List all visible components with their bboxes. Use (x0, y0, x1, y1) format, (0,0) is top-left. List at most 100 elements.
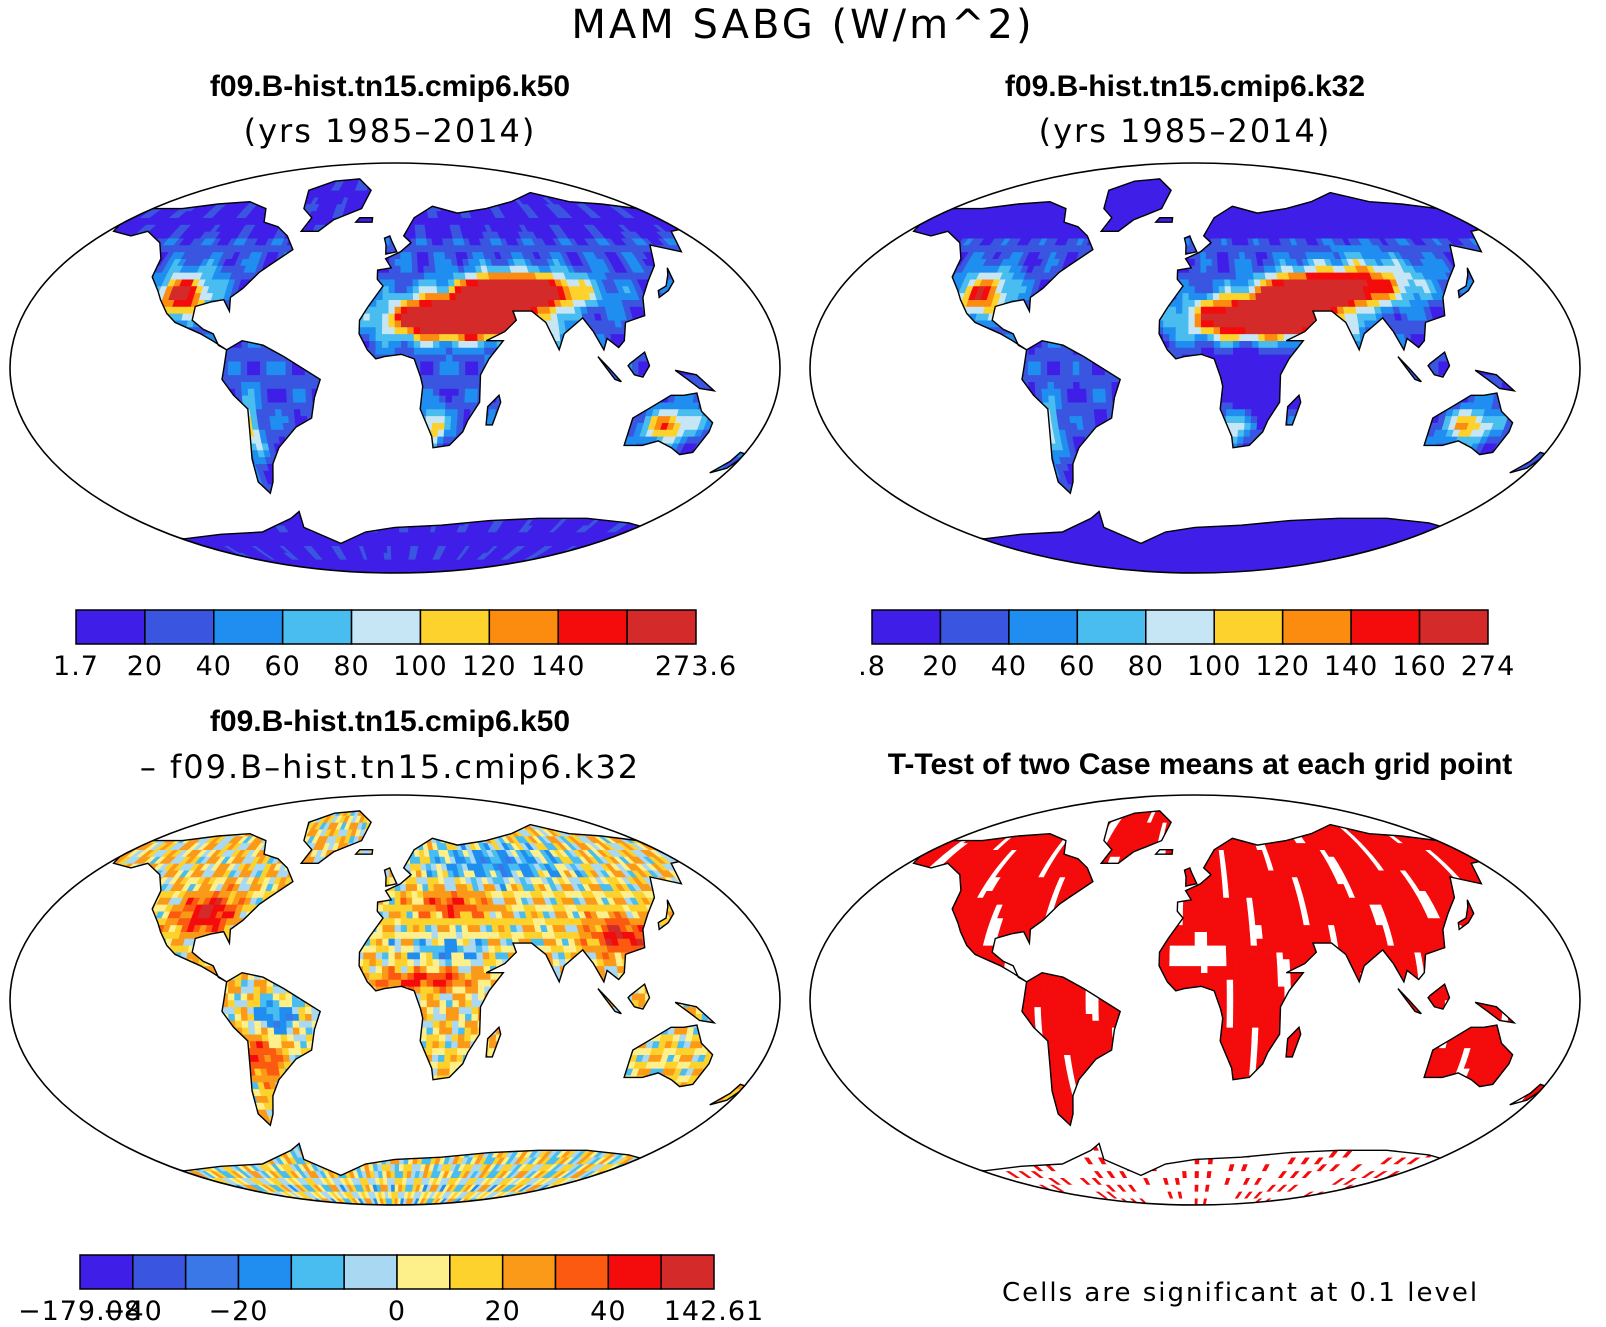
colorbar-swatch (660, 1254, 715, 1290)
coastline-japan (657, 267, 675, 299)
colorbar-swatch (213, 609, 284, 645)
map-k50 (9, 162, 781, 574)
land-field (913, 810, 1547, 1205)
coastline-sumatra (597, 988, 622, 1015)
colorbar-label: 20 (127, 651, 163, 682)
colorbar-label: −20 (209, 1296, 269, 1327)
coastline-british-isles (1183, 866, 1198, 887)
colorbar-label: 40 (196, 651, 232, 682)
coastline-south-america (221, 971, 322, 1127)
colorbar-label: 60 (1059, 651, 1095, 682)
map-panel-k32 (800, 158, 1590, 578)
colorbar-swatch (396, 1254, 451, 1290)
coastline-new-zealand (709, 1083, 749, 1106)
coastline-sumatra (1397, 988, 1422, 1015)
coastline-new-guinea (674, 1001, 717, 1024)
colorbar-k50: 1.7 20 40 60 80 100 120 140 273.6 (53, 609, 736, 682)
coastline-south-america (221, 339, 322, 495)
colorbar-swatch (1350, 609, 1421, 645)
coastline-borneo (627, 982, 651, 1010)
coastline-greenland (1099, 178, 1172, 232)
coastline-japan (657, 899, 675, 931)
colorbar-label: −40 (103, 1296, 163, 1327)
colorbar-label: 1.7 (53, 651, 99, 682)
colorbar-swatch (1281, 609, 1352, 645)
colorbar-label: 140 (531, 651, 586, 682)
coastline-africa-eurasia (1158, 191, 1495, 449)
panel1-title: f09.B-hist.tn15.cmip6.k50 (0, 70, 780, 104)
coastline-madagascar (1285, 1025, 1302, 1058)
colorbar-label: −179.08 (18, 1296, 142, 1327)
colorbar-swatch (419, 609, 491, 645)
ttest-note: Cells are significant at 0.1 level (1002, 1278, 1479, 1308)
land-field (113, 810, 747, 1205)
map-panel-ttest (800, 790, 1590, 1210)
colorbar-swatch (557, 609, 628, 645)
coastline-madagascar (485, 393, 502, 426)
colorbar-label: 80 (333, 651, 369, 682)
colorbar-label: 142.61 (664, 1296, 764, 1327)
coastline-greenland (299, 178, 372, 232)
coastline-madagascar (485, 1025, 502, 1058)
coastline-japan (1457, 899, 1475, 931)
coastline-south-america (1021, 971, 1122, 1127)
colorbar-difference: −179.08 −40 −20 0 20 40 142.61 (18, 1254, 763, 1327)
coastline-south-america (1021, 339, 1122, 495)
coastline-madagascar (1285, 393, 1302, 426)
panel1-subtitle: (yrs 1985–2014) (0, 112, 780, 150)
map-panel-difference (0, 790, 790, 1210)
colorbar-label: 273.6 (655, 651, 737, 682)
coastline-antarctica (129, 1142, 663, 1205)
coastline-iceland (1154, 849, 1174, 855)
coastline-iceland (1154, 217, 1174, 223)
colorbar-swatch (184, 1254, 240, 1290)
colorbar-swatch (343, 1254, 398, 1290)
colorbar-label: 40 (590, 1296, 626, 1327)
colorbar-label: 60 (264, 651, 300, 682)
colorbar-swatch (79, 1254, 134, 1290)
colorbar-label: 120 (1255, 651, 1310, 682)
colorbar-swatch (607, 1254, 662, 1290)
map-frame (9, 794, 781, 1206)
colorbar-label: 140 (1324, 651, 1379, 682)
coastline-antarctica (929, 1142, 1463, 1205)
colorbar-swatch (554, 1254, 610, 1290)
colorbar-swatch (350, 609, 422, 645)
map-k32 (809, 162, 1581, 574)
coastline-borneo (627, 350, 651, 378)
panel3-subtitle: – f09.B–hist.tn15.cmip6.k32 (0, 748, 780, 786)
coastline-new-guinea (1474, 369, 1517, 392)
panel2-title: f09.B-hist.tn15.cmip6.k32 (790, 70, 1580, 104)
panel2-subtitle: (yrs 1985–2014) (790, 112, 1580, 150)
colorbar-swatch (1213, 609, 1284, 645)
colorbar-k50-svg: 1.7 20 40 60 80 100 120 140 273.6 (53, 609, 736, 682)
colorbar-swatch (488, 609, 559, 645)
coastline-new-guinea (1474, 1001, 1517, 1024)
colorbar-swatch (1008, 609, 1079, 645)
colorbar-label: 0 (388, 1296, 406, 1327)
colorbar-swatch (449, 1254, 504, 1290)
colorbar-swatch (1076, 609, 1147, 645)
colorbar-swatch (237, 1254, 293, 1290)
land-field (113, 178, 747, 573)
colorbar-label: 20 (922, 651, 958, 682)
coastline-australia (1423, 1024, 1514, 1088)
colorbar-label: 80 (1128, 651, 1164, 682)
map-frame (809, 794, 1581, 1206)
coastline-australia (623, 392, 714, 456)
colorbar-swatch (75, 609, 146, 645)
coastline-australia (623, 1024, 714, 1088)
coastline-africa-eurasia (1158, 823, 1495, 1081)
colorbar-swatch (132, 1254, 187, 1290)
colorbar-difference-svg: −179.08−40 −20 0 20 40 142.61 (18, 1254, 763, 1327)
coastline-africa-eurasia (358, 823, 695, 1081)
coastline-antarctica (929, 510, 1463, 573)
map-difference (9, 794, 781, 1206)
colorbar-swatch (290, 1254, 345, 1290)
coastline-borneo (1427, 350, 1451, 378)
coastline-north-america (112, 200, 294, 351)
map-ttest (809, 794, 1581, 1206)
coastline-australia (1423, 392, 1514, 456)
coastline-sumatra (1397, 356, 1422, 383)
coastline-new-zealand (1509, 1083, 1549, 1106)
